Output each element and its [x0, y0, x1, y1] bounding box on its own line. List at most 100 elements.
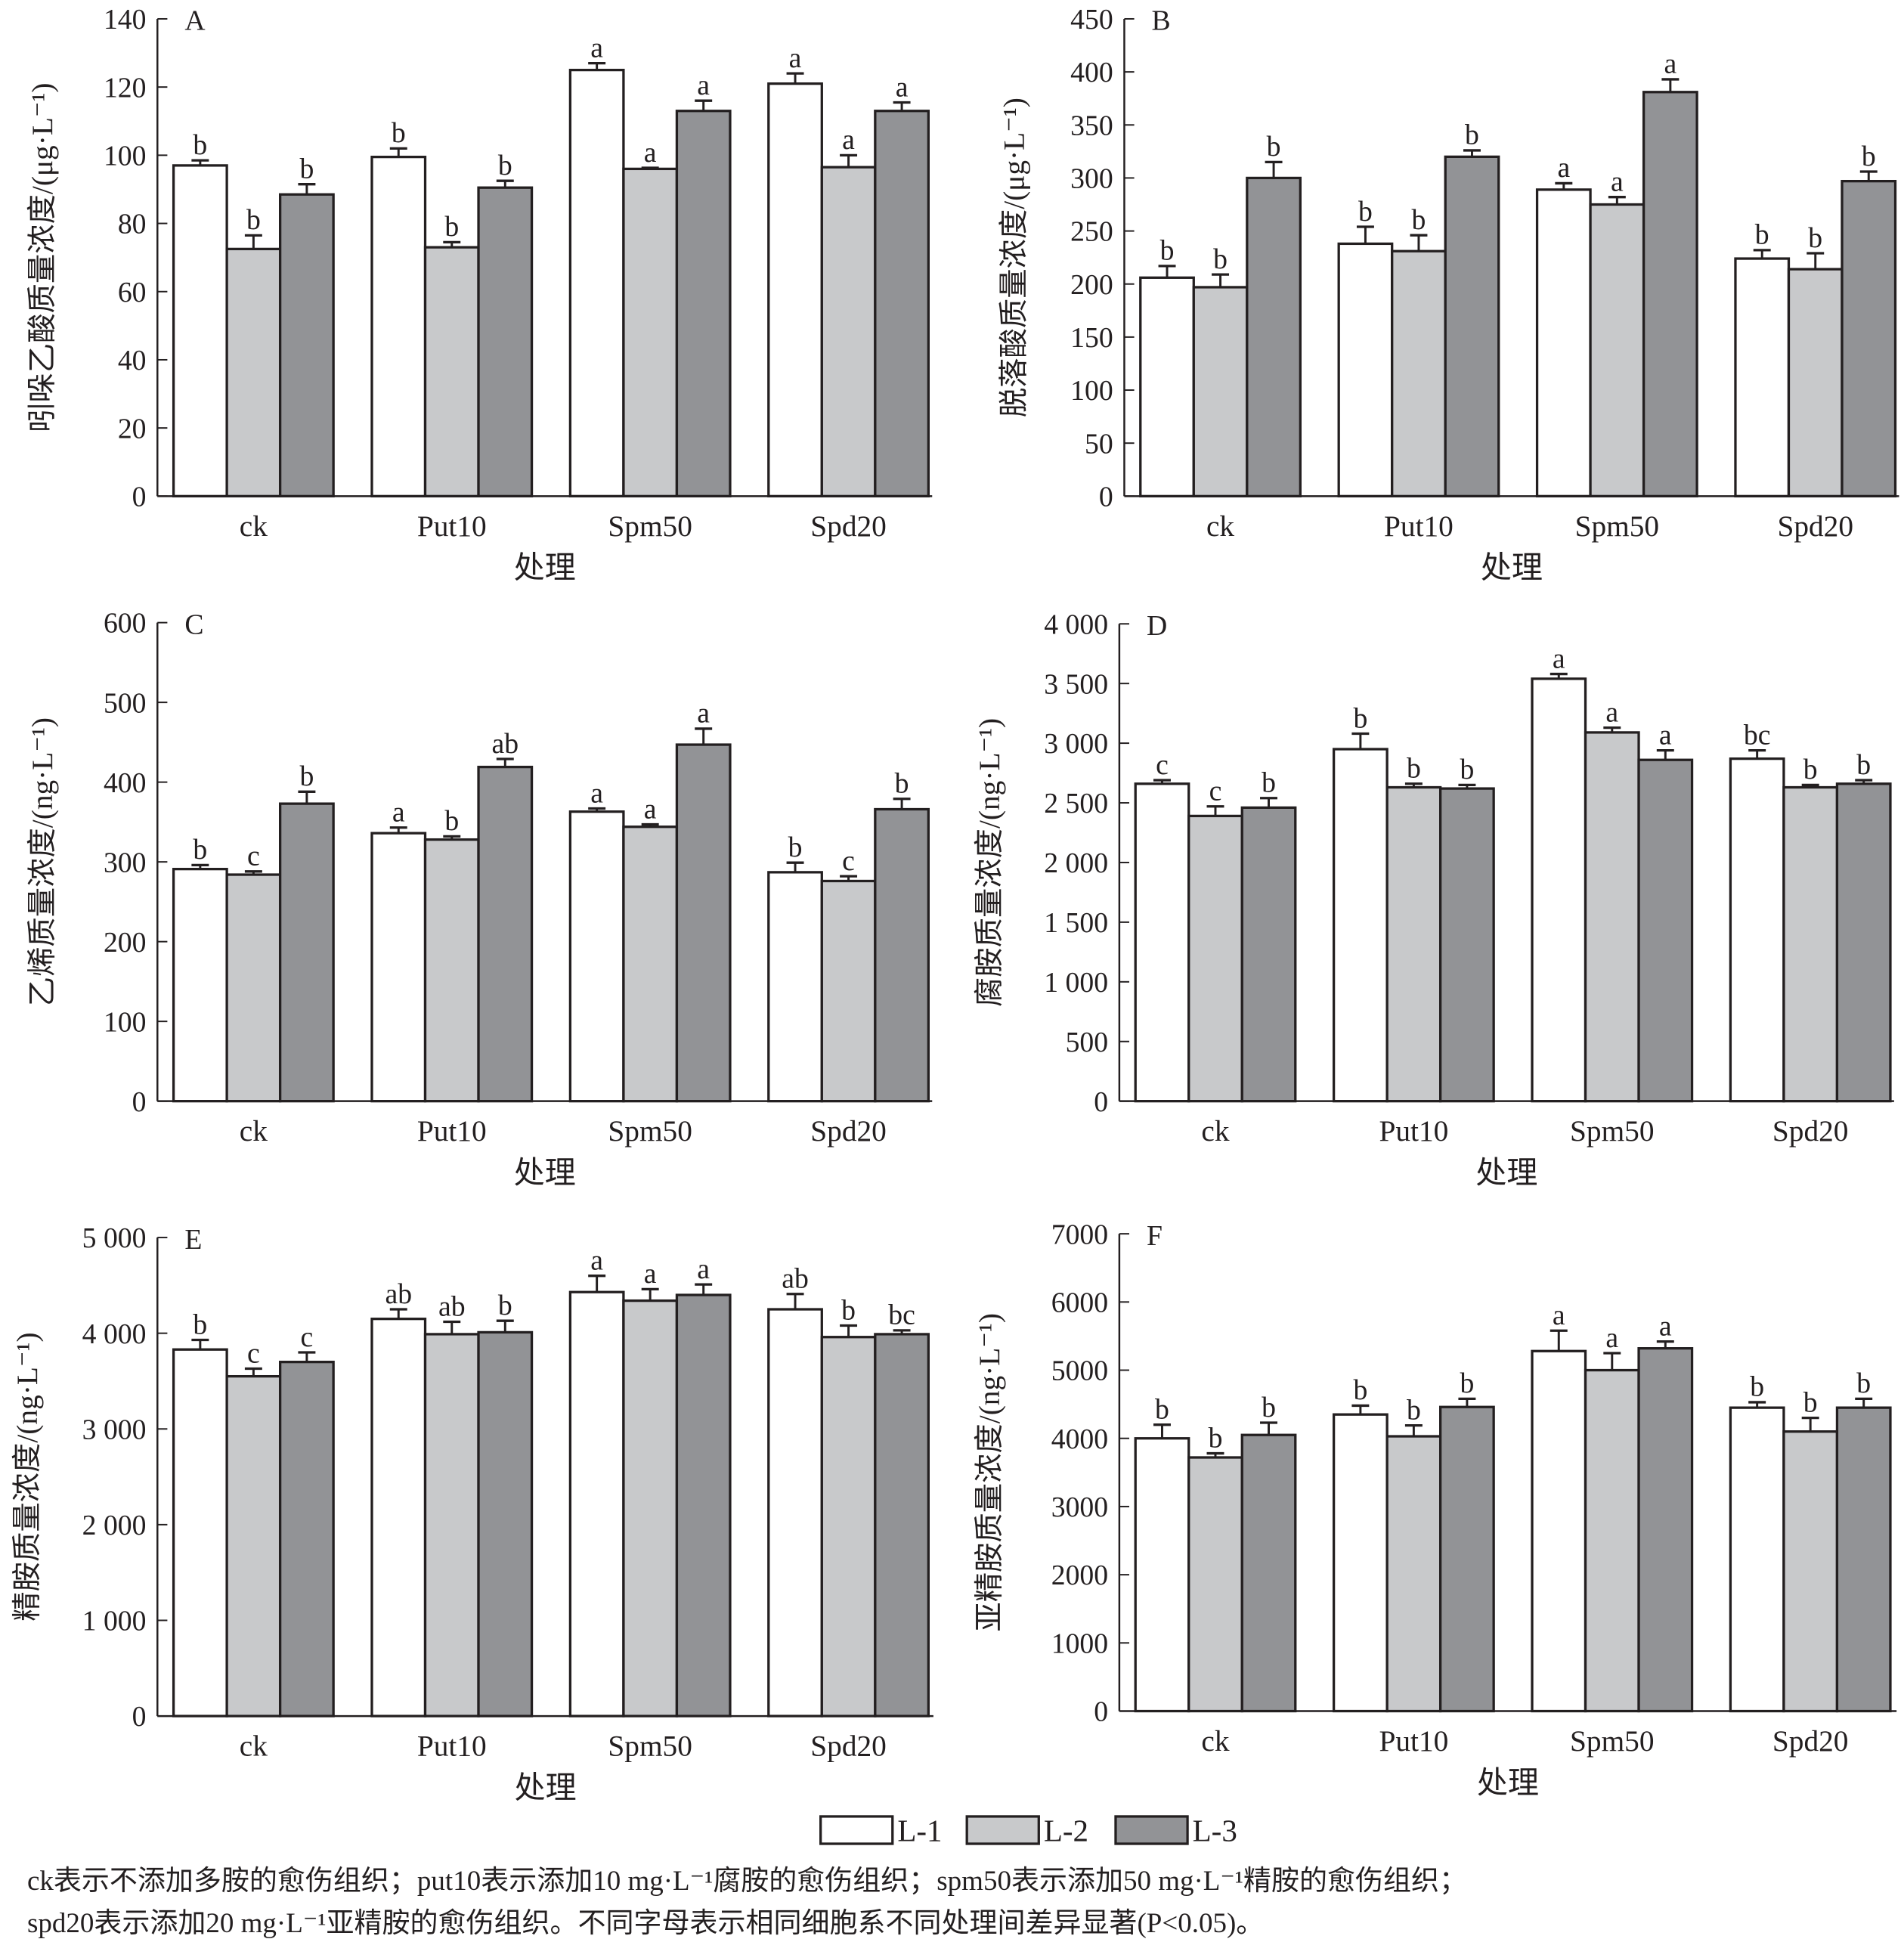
bar-d-Put10-L-1: [1332, 748, 1389, 1103]
x-tick-label-e: Put10: [417, 1730, 487, 1763]
x-axis-title-d: 处理: [1475, 1155, 1537, 1190]
bar-a-Spm50-L-1: [568, 68, 625, 497]
significance-letter-b: a: [1557, 152, 1570, 184]
significance-letter-f: b: [1856, 1368, 1871, 1399]
x-axis-title-a: 处理: [514, 550, 576, 585]
significance-letter-e: b: [498, 1290, 512, 1321]
bar-b-Spm50-L-2: [1589, 203, 1645, 497]
bar-d-ck-L-2: [1187, 814, 1243, 1103]
bar-d-Spm50-L-2: [1584, 731, 1640, 1103]
significance-letter-a: a: [590, 32, 603, 63]
bar-b-ck-L-1: [1139, 276, 1195, 497]
significance-letter-c: ab: [491, 728, 519, 760]
x-tick-label-f: ck: [1201, 1724, 1229, 1758]
significance-letter-b: b: [1358, 196, 1373, 228]
x-tick-label-a: Spd20: [810, 510, 887, 543]
bar-a-ck-L-2: [225, 247, 282, 497]
legend-swatch-L-1: [819, 1815, 894, 1845]
y-axis-title-f: 亚精胺质量浓度/(ng·L⁻¹): [973, 1313, 1006, 1632]
significance-letter-b: b: [1213, 243, 1228, 275]
bar-d-Spd20-L-1: [1729, 757, 1785, 1103]
y-axis-title-d: 腐胺质量浓度/(ng·L⁻¹): [973, 718, 1006, 1007]
significance-letter-d: a: [1605, 696, 1618, 728]
significance-letter-e: b: [841, 1294, 856, 1326]
significance-letter-b: b: [1267, 131, 1281, 163]
y-tick-label-d: 0: [1094, 1086, 1108, 1118]
bar-a-Spm50-L-2: [622, 167, 679, 497]
y-tick-label-c: 0: [132, 1086, 147, 1118]
y-tick-label-e: 0: [132, 1701, 147, 1733]
significance-letter-a: a: [697, 70, 710, 101]
y-axis-title-a: 吲哚乙酸质量浓度/(μg·L⁻¹): [26, 82, 59, 432]
significance-letter-e: ab: [782, 1263, 809, 1295]
bar-a-ck-L-1: [172, 164, 228, 497]
panel-label-b: B: [1152, 5, 1171, 37]
bar-a-Put10-L-3: [477, 186, 534, 497]
y-axis-title-b: 脱落酸质量浓度/(μg·L⁻¹): [998, 98, 1031, 417]
y-tick-label-b: 100: [1070, 375, 1113, 407]
significance-letter-a: b: [299, 153, 314, 184]
bar-f-ck-L-2: [1187, 1456, 1243, 1713]
y-tick-label-e: 3 000: [82, 1414, 147, 1445]
significance-letter-b: a: [1611, 166, 1624, 197]
y-tick-label-d: 2 500: [1044, 788, 1108, 819]
y-tick-label-b: 200: [1070, 269, 1113, 301]
significance-letter-b: b: [1160, 235, 1175, 267]
y-tick-label-f: 6000: [1051, 1287, 1108, 1318]
x-tick-label-d: ck: [1201, 1114, 1229, 1148]
bar-b-Put10-L-3: [1444, 155, 1500, 497]
y-tick-label-a: 40: [118, 345, 147, 376]
x-tick-label-c: Spm50: [608, 1114, 692, 1148]
caption-line-2: spd20表示添加20 mg·L⁻¹亚精胺的愈伤组织。不同字母表示相同细胞系不同…: [27, 1908, 1265, 1939]
significance-letter-c: b: [895, 768, 909, 800]
y-tick-label-a: 20: [118, 413, 147, 444]
significance-letter-c: a: [392, 797, 405, 829]
bar-b-ck-L-3: [1246, 176, 1302, 497]
x-tick-label-d: Put10: [1379, 1114, 1448, 1148]
y-axis-title-c: 乙烯质量浓度/(ng·L⁻¹): [26, 717, 59, 1006]
x-axis-title-f: 处理: [1477, 1765, 1539, 1800]
y-axis-title-e: 精胺质量浓度/(ng·L⁻¹): [11, 1332, 44, 1621]
bar-c-ck-L-2: [225, 873, 282, 1103]
y-tick-label-a: 100: [104, 140, 147, 172]
y-tick-label-b: 350: [1070, 110, 1113, 141]
significance-letter-c: a: [644, 793, 657, 825]
significance-letter-e: ab: [385, 1278, 412, 1310]
panel-label-e: E: [184, 1224, 202, 1256]
bar-c-Spd20-L-3: [874, 807, 930, 1103]
bar-b-Put10-L-2: [1391, 249, 1447, 497]
y-tick-label-e: 5 000: [82, 1222, 147, 1254]
bar-f-Spd20-L-2: [1782, 1430, 1839, 1713]
y-tick-label-c: 100: [104, 1006, 147, 1038]
significance-letter-a: a: [842, 124, 855, 156]
y-tick-label-a: 80: [118, 209, 147, 240]
bar-c-Put10-L-3: [477, 765, 534, 1103]
x-tick-label-b: Spd20: [1777, 510, 1853, 543]
y-tick-label-b: 50: [1085, 428, 1113, 460]
significance-letter-a: b: [444, 211, 459, 243]
significance-letter-d: a: [1553, 643, 1565, 674]
bar-e-Spd20-L-2: [820, 1336, 877, 1718]
y-tick-label-d: 4 000: [1044, 609, 1108, 640]
x-tick-label-a: Spm50: [608, 510, 692, 543]
bar-f-ck-L-1: [1134, 1437, 1190, 1713]
bar-e-Spd20-L-1: [767, 1308, 823, 1718]
bar-a-Put10-L-2: [423, 246, 480, 497]
x-tick-label-a: Put10: [417, 510, 487, 543]
bar-c-ck-L-1: [172, 867, 228, 1103]
bar-c-Spm50-L-2: [622, 825, 679, 1103]
bar-c-Spm50-L-3: [675, 743, 732, 1103]
bar-c-Spd20-L-1: [767, 871, 823, 1103]
y-tick-label-f: 4000: [1051, 1423, 1108, 1455]
x-tick-label-e: Spd20: [810, 1730, 887, 1763]
y-tick-label-d: 2 000: [1044, 847, 1108, 879]
significance-letter-b: b: [1862, 141, 1876, 172]
panel-label-a: A: [184, 5, 205, 37]
bar-e-ck-L-2: [225, 1374, 282, 1718]
significance-letter-c: b: [299, 760, 314, 792]
bar-f-Spd20-L-1: [1729, 1406, 1785, 1713]
significance-letter-a: a: [644, 137, 657, 169]
x-tick-label-c: ck: [240, 1114, 268, 1148]
x-tick-label-f: Spd20: [1772, 1724, 1849, 1758]
